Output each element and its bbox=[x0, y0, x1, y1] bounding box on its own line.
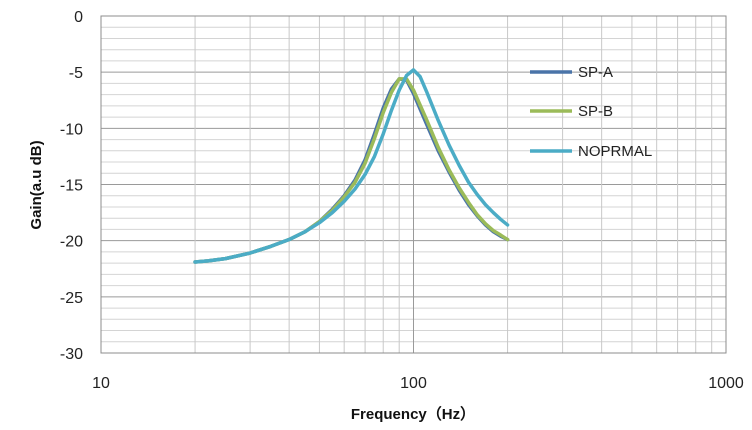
series-group bbox=[193, 68, 510, 264]
y-axis-title: Gain(a.u dB) bbox=[28, 140, 45, 229]
y-tick-label: -30 bbox=[60, 346, 83, 363]
x-axis-title: Frequency（Hz） bbox=[351, 405, 475, 423]
y-tick-label: -15 bbox=[60, 178, 83, 195]
y-tick-label: 0 bbox=[74, 9, 83, 26]
x-tick-label: 100 bbox=[400, 375, 427, 392]
plot-frame bbox=[100, 15, 727, 354]
plot-border bbox=[100, 15, 727, 354]
legend-label-noprmal: NOPRMAL bbox=[578, 143, 652, 160]
legend-label-sp-a: SP-A bbox=[578, 64, 613, 81]
grid bbox=[100, 15, 727, 354]
y-tick-label: -10 bbox=[60, 121, 83, 138]
x-tick-label: 10 bbox=[92, 375, 110, 392]
legend: SP-A SP-B NOPRMAL bbox=[530, 64, 652, 160]
x-tick-label: 1000 bbox=[708, 375, 744, 392]
tick-labels: 0 -5 -10 -15 -20 -25 -30 10 100 1000 bbox=[60, 9, 744, 392]
y-tick-label: -20 bbox=[60, 234, 83, 251]
legend-label-sp-b: SP-B bbox=[578, 103, 613, 120]
y-tick-label: -25 bbox=[60, 290, 83, 307]
series-line-noprmal bbox=[193, 68, 510, 264]
y-tick-label: -5 bbox=[69, 65, 83, 82]
